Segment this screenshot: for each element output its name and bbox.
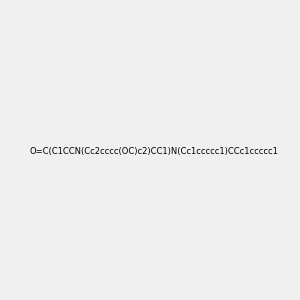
Text: O=C(C1CCN(Cc2cccc(OC)c2)CC1)N(Cc1ccccc1)CCc1ccccc1: O=C(C1CCN(Cc2cccc(OC)c2)CC1)N(Cc1ccccc1)… (29, 147, 278, 156)
